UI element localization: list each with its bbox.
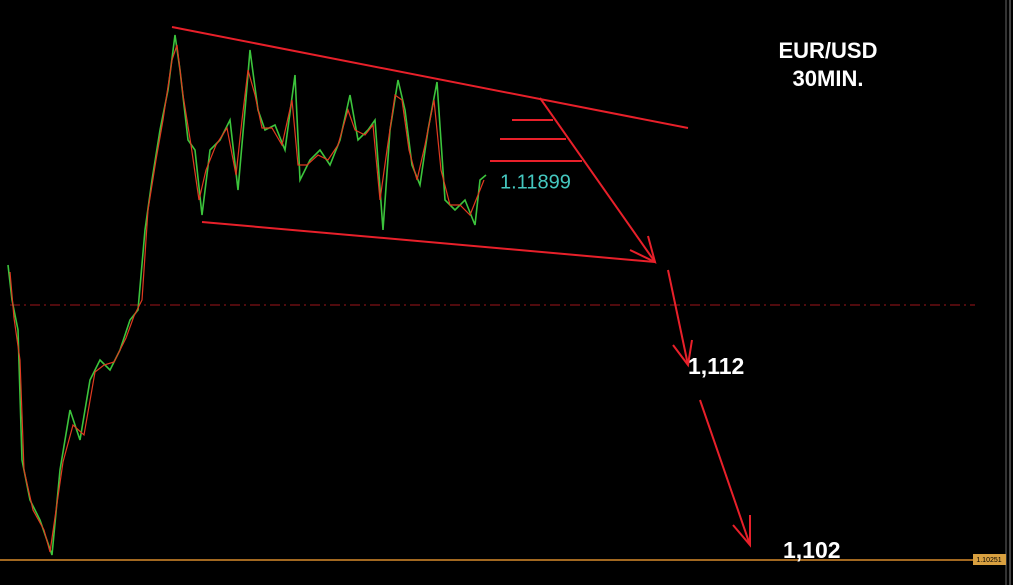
arrow-head [629, 235, 657, 264]
target-label: 1,102 [783, 537, 841, 563]
price-annotation: 1.11899 [500, 171, 571, 193]
timeframe-label: 30MIN. [793, 66, 864, 91]
price-tag-box [973, 554, 1006, 565]
projection-arrow [539, 97, 656, 263]
resistance-trendline [171, 26, 689, 129]
pair-label: EUR/USD [778, 38, 877, 63]
arrow-head [732, 515, 751, 548]
projection-arrow [667, 269, 689, 366]
price-path-down [9, 44, 485, 553]
price-path [7, 34, 487, 556]
projection-arrow [699, 399, 751, 546]
support-trendline [201, 221, 656, 263]
price-tag: 1.10251 [976, 557, 1001, 564]
target-label: 1,112 [688, 353, 744, 379]
arrow-head [672, 339, 693, 368]
